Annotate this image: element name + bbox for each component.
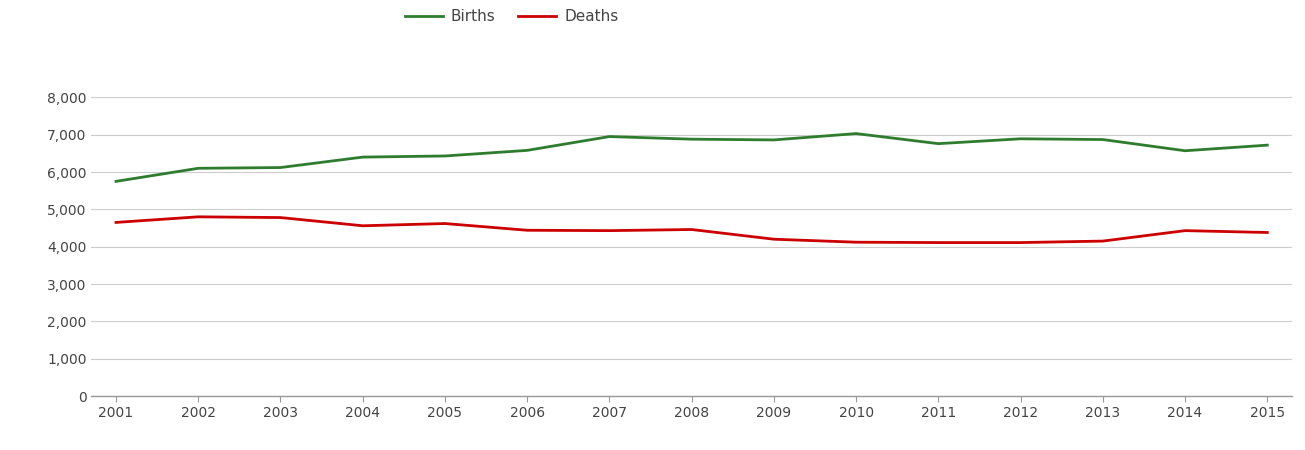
- Births: [108, 179, 124, 184]
- Deaths: [684, 227, 699, 232]
- Deaths: [108, 220, 124, 225]
- Births: [519, 148, 535, 153]
- Births: [1177, 148, 1193, 153]
- Births: [602, 134, 617, 139]
- Line: Deaths: Deaths: [116, 217, 1267, 243]
- Deaths: [1177, 228, 1193, 234]
- Births: [355, 154, 371, 160]
- Legend: Births, Deaths: Births, Deaths: [398, 3, 625, 30]
- Births: [191, 166, 206, 171]
- Births: [848, 131, 864, 136]
- Births: [1259, 143, 1275, 148]
- Births: [273, 165, 288, 170]
- Deaths: [273, 215, 288, 220]
- Deaths: [1013, 240, 1028, 245]
- Births: [437, 153, 453, 159]
- Births: [1013, 136, 1028, 141]
- Deaths: [437, 221, 453, 226]
- Deaths: [930, 240, 946, 245]
- Births: [930, 141, 946, 146]
- Deaths: [1259, 230, 1275, 235]
- Deaths: [1095, 238, 1111, 244]
- Births: [766, 137, 782, 143]
- Deaths: [355, 223, 371, 229]
- Births: [684, 136, 699, 142]
- Deaths: [602, 228, 617, 234]
- Births: [1095, 137, 1111, 142]
- Deaths: [519, 228, 535, 233]
- Line: Births: Births: [116, 134, 1267, 181]
- Deaths: [191, 214, 206, 220]
- Deaths: [848, 239, 864, 245]
- Deaths: [766, 237, 782, 242]
